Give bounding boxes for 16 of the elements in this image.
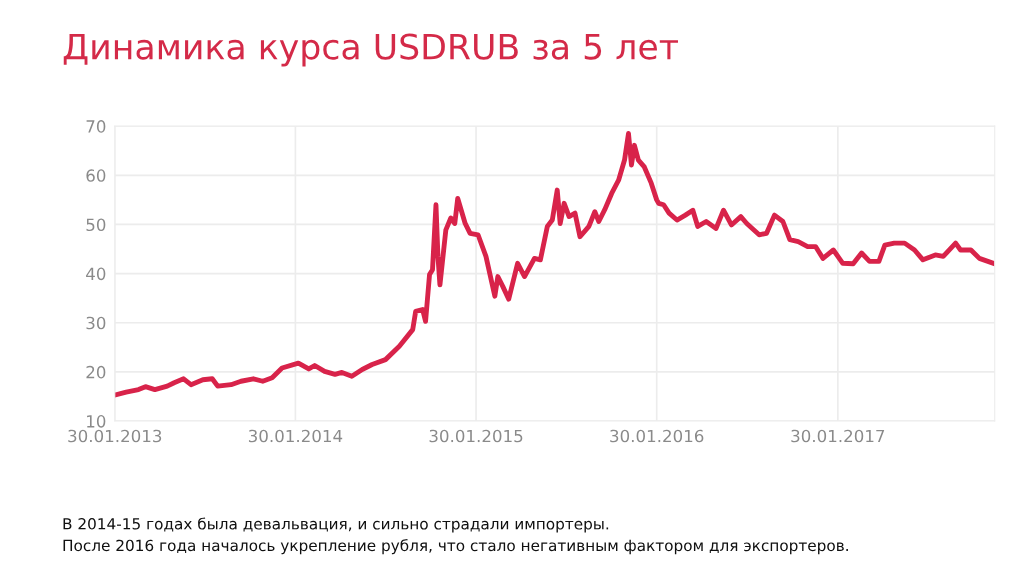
y-tick-label: 40 — [86, 267, 106, 281]
y-tick-label: 20 — [86, 365, 106, 379]
line-series — [114, 131, 995, 397]
y-tick-label: 60 — [86, 169, 106, 182]
y-tick-label: 10 — [87, 415, 106, 428]
x-tick-label: 30.01.2015 — [429, 429, 523, 443]
text: В 2014-15 годах была девальвация, и сильно страдали импортеры. — [63, 517, 609, 533]
chart-title: Динамика курса USDRUB за 5 лет — [63, 33, 678, 67]
y-tick-label: 30 — [86, 316, 106, 330]
text: После 2016 года началось укрепление рубля, что стало негативным фактором для экспортеров. — [63, 539, 848, 555]
x-tick-label: 30.01.2014 — [248, 429, 343, 443]
y-tick-label: 70 — [86, 120, 106, 133]
x-tick-label: 30.01.2016 — [610, 429, 704, 443]
y-tick-label: 50 — [86, 218, 106, 232]
x-tick-label: 30.01.2017 — [791, 429, 885, 443]
x-tick-label: 30.01.2013 — [68, 429, 162, 443]
